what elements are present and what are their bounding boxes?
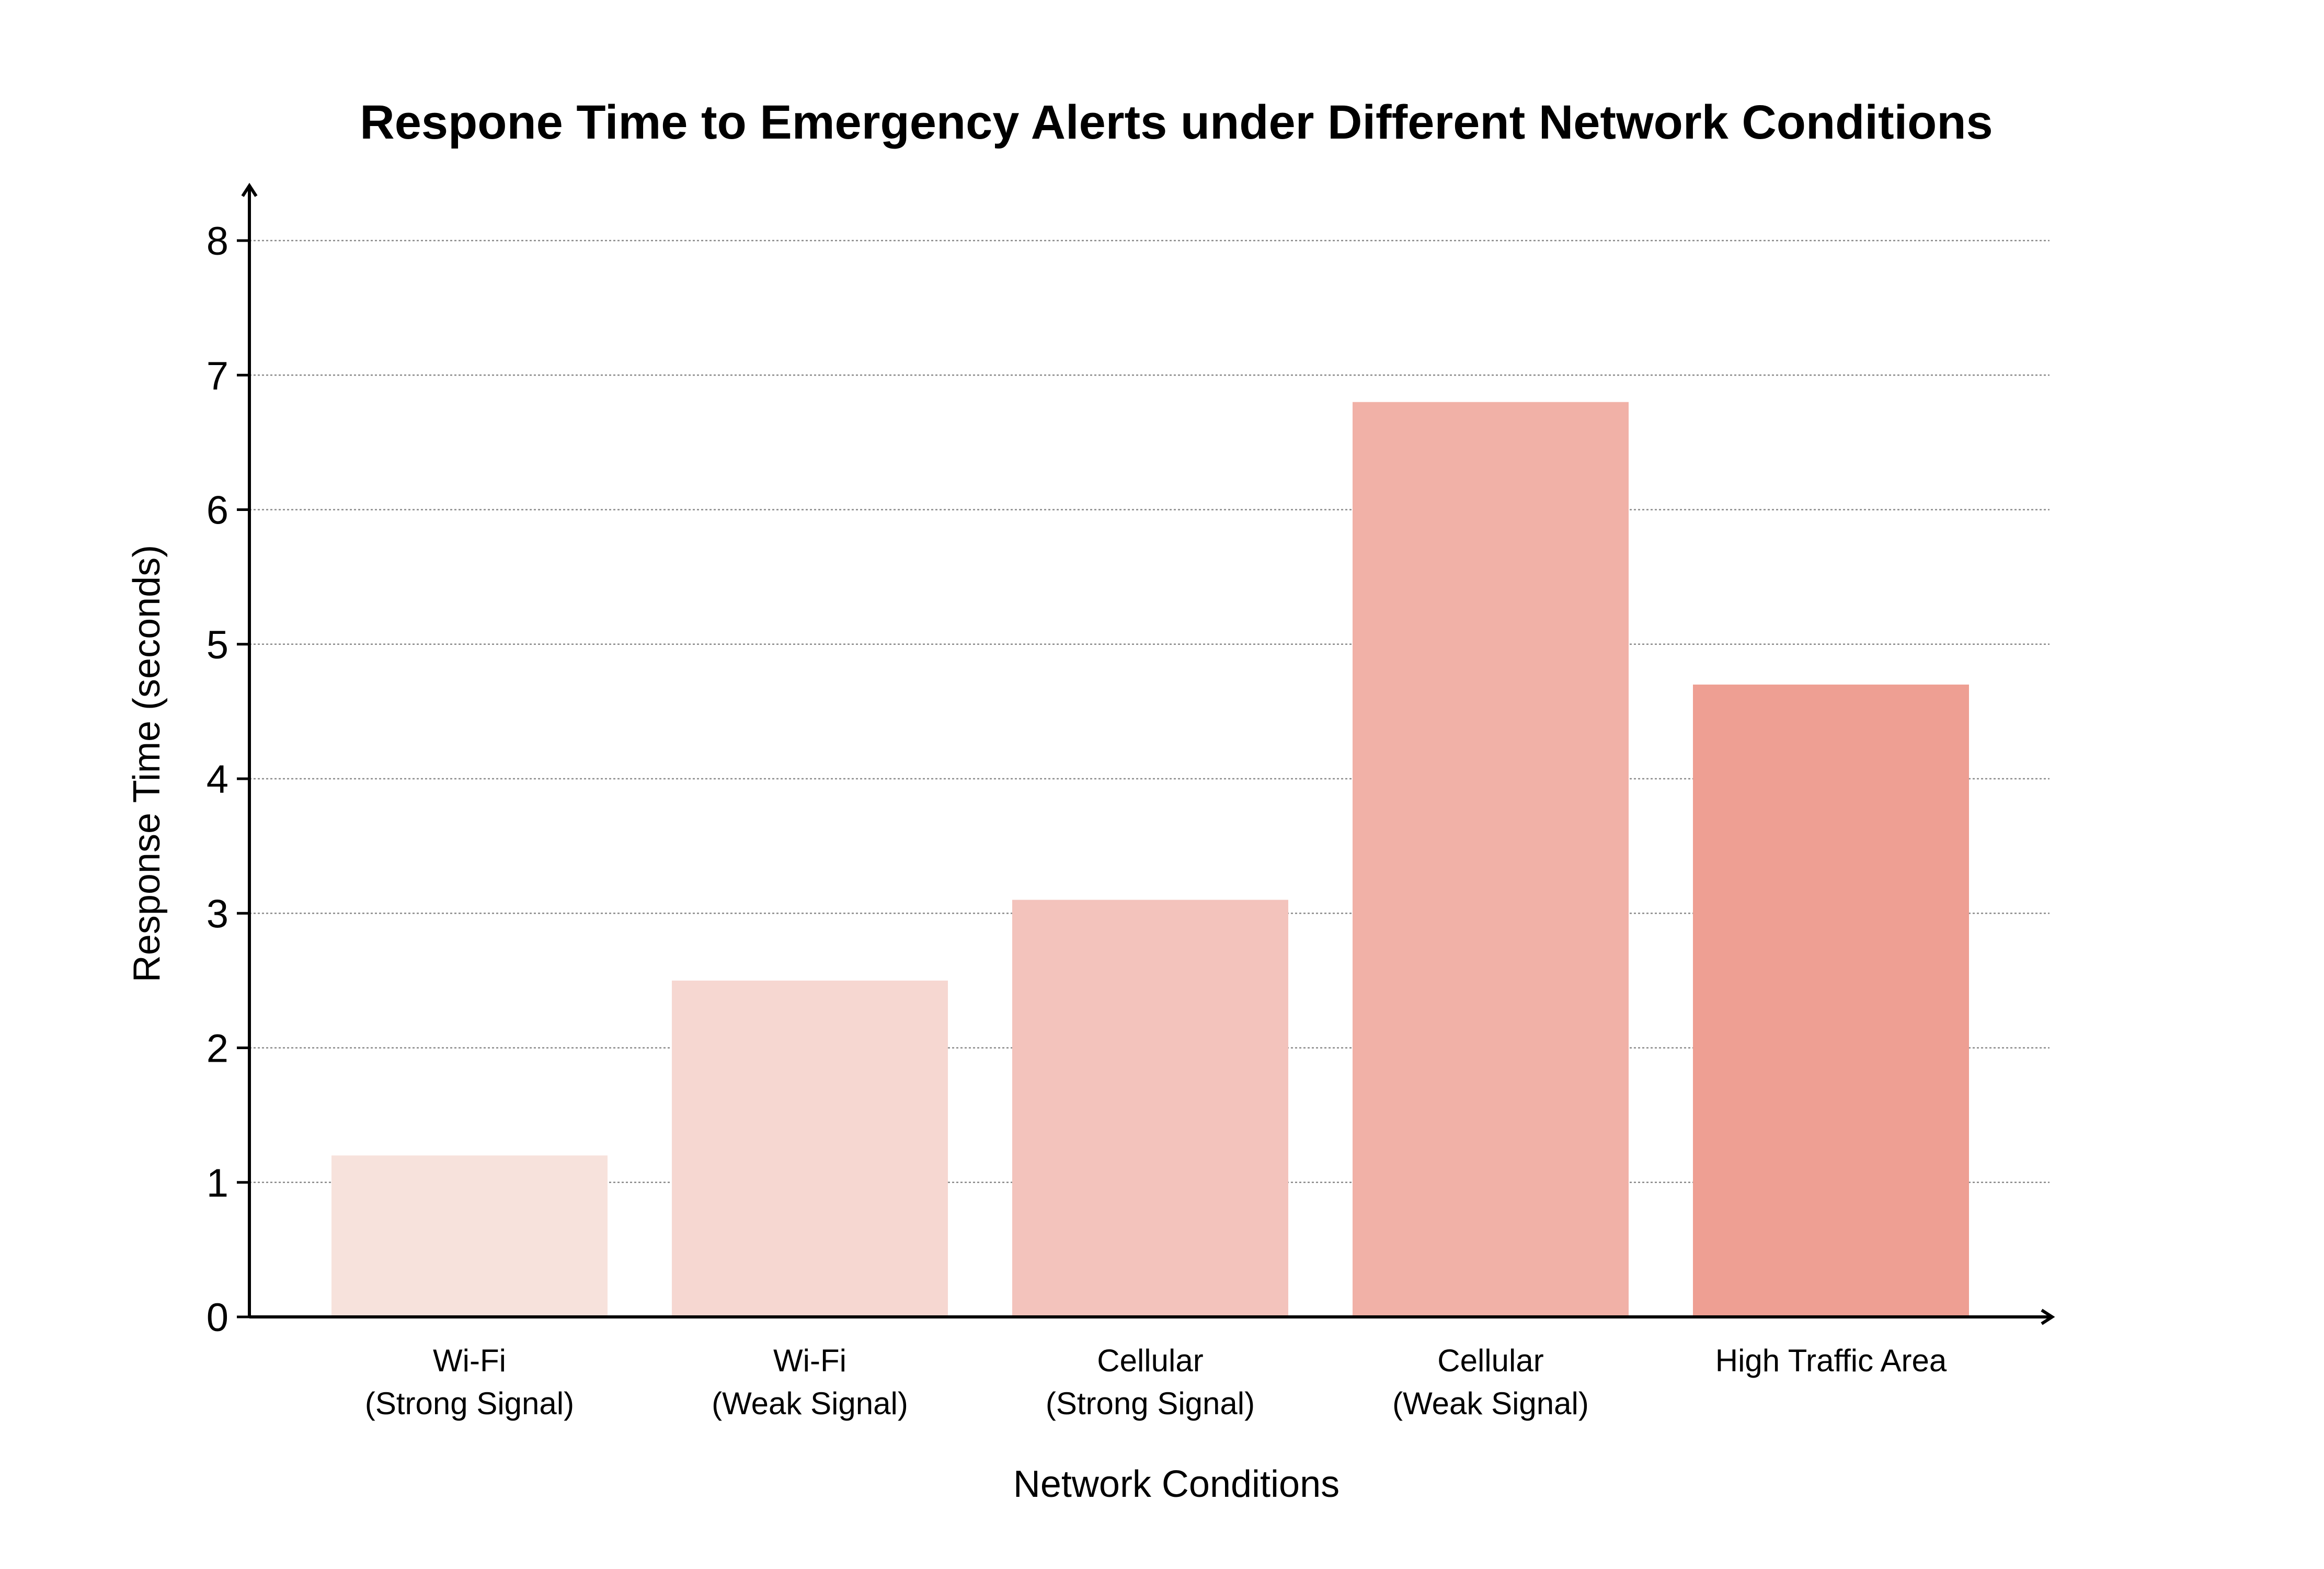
bar-1 [331,1155,608,1315]
x-category-label-3-line-2: (Strong Signal) [1046,1386,1255,1421]
x-category-label-4-line-1: Cellular [1437,1343,1543,1378]
x-category-label-4-line-2: (Weak Signal) [1392,1386,1589,1421]
y-tick-label-7: 7 [207,354,228,398]
bar-2 [672,980,948,1315]
x-category-label-1-line-1: Wi-Fi [433,1343,506,1378]
x-category-label-2-line-1: Wi-Fi [773,1343,846,1378]
y-axis-label: Response Time (seconds) [126,545,168,982]
y-tick-labels: 0 1 2 3 4 5 6 7 8 [207,219,228,1340]
x-category-labels: Wi-Fi (Strong Signal) Wi-Fi (Weak Signal) Ce… [365,1343,1947,1421]
x-category-label-3-line-1: Cellular [1097,1343,1203,1378]
x-category-label-2-line-2: (Weak Signal) [712,1386,908,1421]
y-tick-label-0: 0 [207,1295,228,1340]
bar-4 [1353,402,1629,1316]
y-axis-arrow [241,183,258,197]
y-tick-label-3: 3 [207,892,228,936]
chart-title: Respone Time to Emergency Alerts under D… [360,96,1993,149]
x-category-label-1-line-2: (Strong Signal) [365,1386,574,1421]
x-axis-label: Network Conditions [1013,1463,1340,1505]
axes [237,183,2055,1325]
bar-5 [1693,684,1969,1315]
y-tick-label-2: 2 [207,1027,228,1071]
bars [331,402,1969,1316]
y-tick-label-6: 6 [207,488,228,533]
x-category-label-5-line-1: High Traffic Area [1715,1343,1947,1378]
y-tick-label-1: 1 [207,1161,228,1206]
bar-3 [1012,900,1288,1315]
y-tick-label-4: 4 [207,757,228,802]
x-axis-arrow [2041,1309,2055,1325]
y-tick-label-5: 5 [207,623,228,667]
y-tick-label-8: 8 [207,219,228,264]
